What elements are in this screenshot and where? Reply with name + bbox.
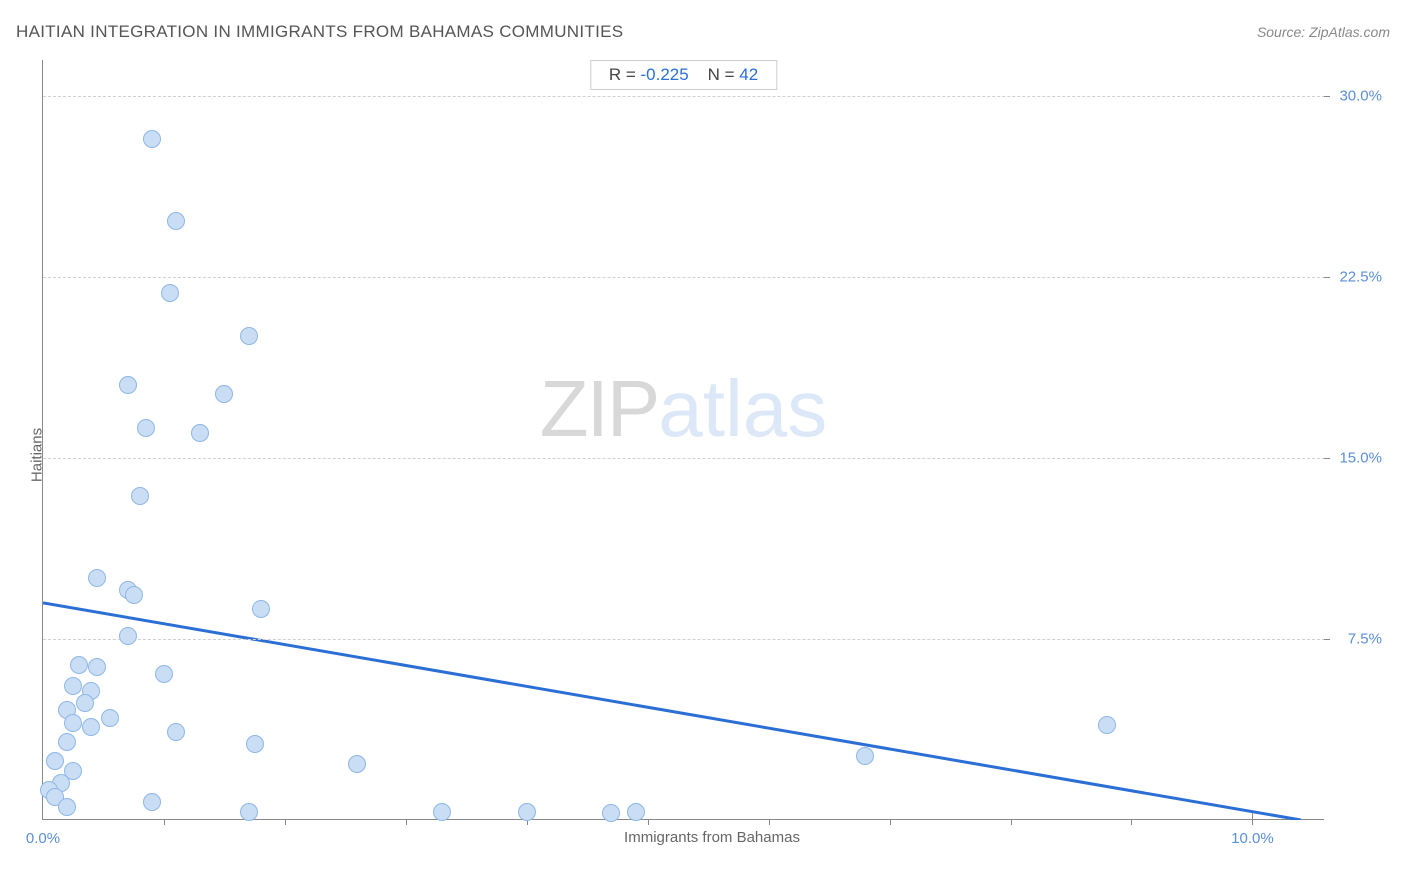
n-value: 42 [739,65,758,84]
x-tick-label: 0.0% [26,830,60,847]
x-axis-label: Immigrants from Bahamas [624,829,800,846]
x-tick [648,819,649,825]
y-tick-label: 7.5% [1332,631,1382,648]
chart-area: Haitians ZIPatlas R = -0.225 N = 42 7.5%… [42,60,1382,850]
x-tick [890,819,891,825]
scatter-point [64,677,82,695]
scatter-point [240,327,258,345]
x-tick-label: 10.0% [1231,830,1274,847]
scatter-point [191,424,209,442]
scatter-point [64,714,82,732]
gridline-h [43,639,1325,640]
x-tick [1011,819,1012,825]
scatter-point [627,803,645,821]
scatter-point [167,723,185,741]
scatter-point [602,804,620,822]
watermark: ZIPatlas [540,363,827,455]
scatter-point [252,600,270,618]
stats-box: R = -0.225 N = 42 [590,60,777,90]
x-tick [1131,819,1132,825]
trend-line [43,603,1301,820]
watermark-part1: ZIP [540,364,658,453]
x-tick [406,819,407,825]
scatter-point [137,419,155,437]
scatter-point [58,733,76,751]
x-tick [1252,813,1253,825]
y-tick [1324,458,1330,459]
scatter-point [125,586,143,604]
scatter-point [76,694,94,712]
n-label: N = [708,65,735,84]
source-attribution: Source: ZipAtlas.com [1257,24,1390,40]
scatter-point [246,735,264,753]
scatter-point [856,747,874,765]
scatter-point [433,803,451,821]
scatter-point [70,656,88,674]
gridline-h [43,458,1325,459]
r-value: -0.225 [640,65,688,84]
scatter-point [215,385,233,403]
scatter-point [88,569,106,587]
header: HAITIAN INTEGRATION IN IMMIGRANTS FROM B… [16,22,1390,42]
scatter-point [240,803,258,821]
scatter-point [143,793,161,811]
y-tick [1324,96,1330,97]
scatter-point [143,130,161,148]
scatter-point [58,798,76,816]
y-tick [1324,639,1330,640]
scatter-point [82,718,100,736]
scatter-point [155,665,173,683]
scatter-point [119,627,137,645]
scatter-point [167,212,185,230]
scatter-point [518,803,536,821]
gridline-h [43,277,1325,278]
y-tick-label: 15.0% [1332,450,1382,467]
scatter-point [1098,716,1116,734]
y-tick-label: 22.5% [1332,269,1382,286]
y-tick-label: 30.0% [1332,88,1382,105]
scatter-point [88,658,106,676]
x-tick [164,819,165,825]
trend-line-svg [43,60,1325,820]
scatter-point [119,376,137,394]
x-tick [285,819,286,825]
y-tick [1324,277,1330,278]
scatter-point [101,709,119,727]
scatter-point [131,487,149,505]
r-label: R = [609,65,636,84]
gridline-h [43,96,1325,97]
x-tick [769,819,770,825]
chart-title: HAITIAN INTEGRATION IN IMMIGRANTS FROM B… [16,22,623,42]
scatter-point [46,752,64,770]
watermark-part2: atlas [658,364,827,453]
scatter-point [161,284,179,302]
scatter-plot: ZIPatlas R = -0.225 N = 42 7.5%15.0%22.5… [42,60,1324,820]
scatter-point [348,755,366,773]
